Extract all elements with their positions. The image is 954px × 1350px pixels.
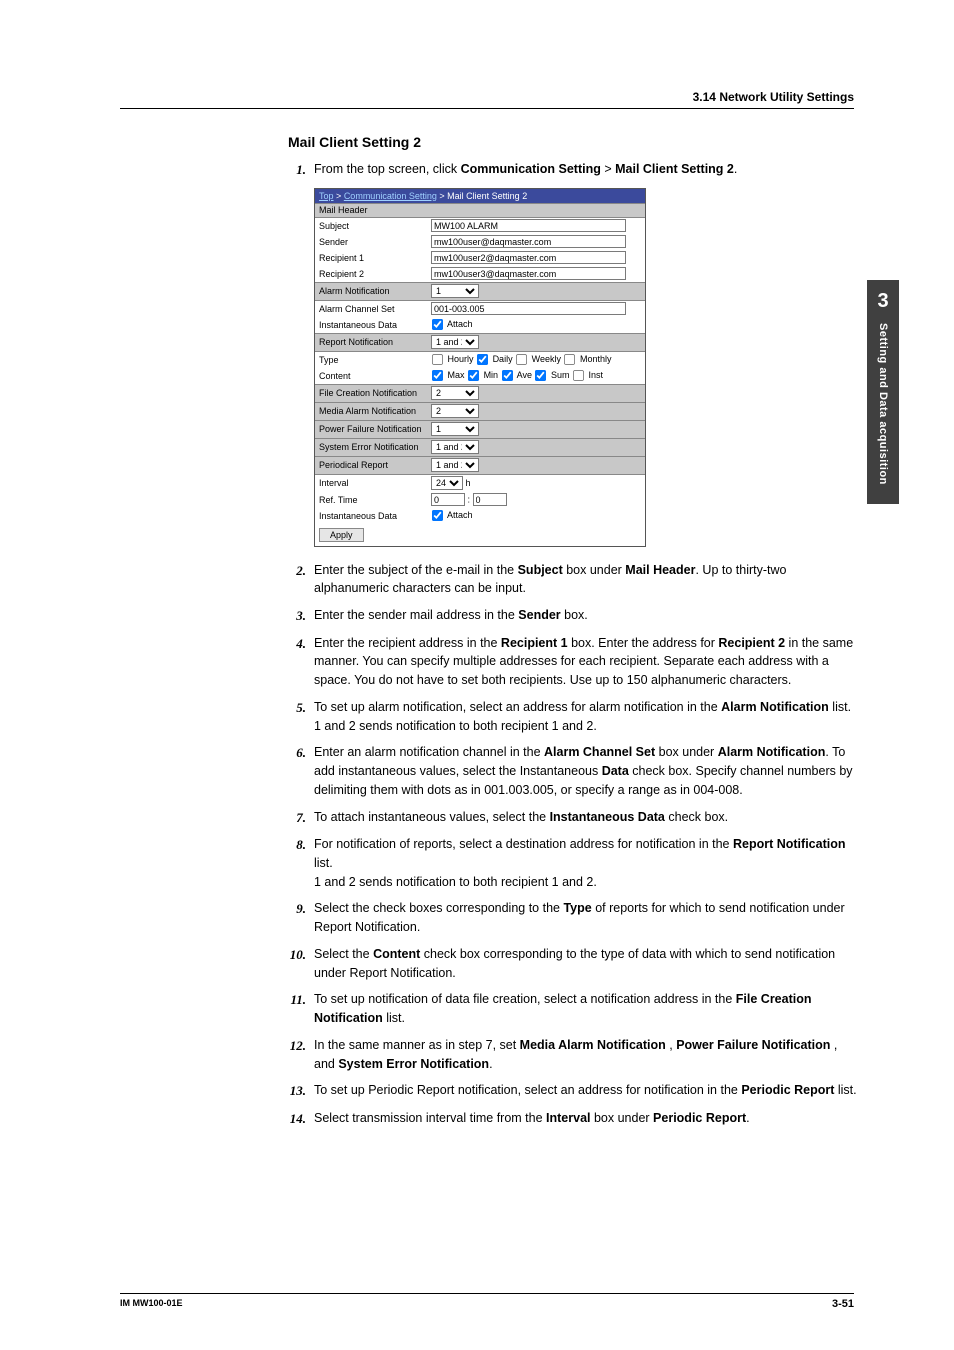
attach-check-2[interactable] bbox=[432, 510, 443, 521]
type-hourly[interactable] bbox=[432, 354, 443, 365]
content-sum[interactable] bbox=[535, 370, 546, 381]
step-text: In the same manner as in step 7, set Med… bbox=[314, 1036, 859, 1074]
step-number: 11. bbox=[288, 990, 314, 1028]
file-creation-select[interactable]: 2 bbox=[431, 386, 479, 400]
reftime-m[interactable] bbox=[473, 493, 507, 506]
step-text: Select the Content check box correspondi… bbox=[314, 945, 859, 983]
header-rule bbox=[120, 108, 854, 109]
chapter-number: 3 bbox=[867, 290, 899, 313]
settings-screenshot: Top > Communication Setting > Mail Clien… bbox=[314, 188, 646, 547]
section-alarm: Alarm Notification bbox=[315, 282, 427, 300]
periodical-select[interactable]: 1 and 2 bbox=[431, 458, 479, 472]
breadcrumb-top[interactable]: Top bbox=[319, 191, 334, 201]
step-text: To set up notification of data file crea… bbox=[314, 990, 859, 1028]
footer-page-num: 3-51 bbox=[832, 1298, 854, 1310]
page-footer: IM MW100-01E 3-51 bbox=[120, 1293, 854, 1310]
power-failure-select[interactable]: 1 bbox=[431, 422, 479, 436]
step-text: To attach instantaneous values, select t… bbox=[314, 808, 859, 828]
step-number: 12. bbox=[288, 1036, 314, 1074]
content-min[interactable] bbox=[468, 370, 479, 381]
breadcrumb-comm[interactable]: Communication Setting bbox=[344, 191, 437, 201]
step-text: Enter the recipient address in the Recip… bbox=[314, 634, 859, 690]
running-header: 3.14 Network Utility Settings bbox=[693, 90, 854, 104]
breadcrumb-current: Mail Client Setting 2 bbox=[447, 191, 527, 201]
reftime-h[interactable] bbox=[431, 493, 465, 506]
step-number: 1. bbox=[288, 160, 314, 180]
step-number: 4. bbox=[288, 634, 314, 690]
label-inst-data-1: Instantaneous Data bbox=[315, 317, 427, 334]
alarm-channel-input[interactable] bbox=[431, 302, 626, 315]
recipient2-input[interactable] bbox=[431, 267, 626, 280]
step-text: To set up alarm notification, select an … bbox=[314, 698, 859, 736]
content-inst[interactable] bbox=[573, 370, 584, 381]
alarm-select[interactable]: 1 bbox=[431, 284, 479, 298]
label-alarm-channel: Alarm Channel Set bbox=[315, 300, 427, 317]
label-interval: Interval bbox=[315, 474, 427, 492]
step-number: 14. bbox=[288, 1109, 314, 1129]
step-text: Select the check boxes corresponding to … bbox=[314, 899, 859, 937]
step-number: 9. bbox=[288, 899, 314, 937]
section-power-failure: Power Failure Notification bbox=[315, 420, 427, 438]
subject-input[interactable] bbox=[431, 219, 626, 232]
step-text: Enter an alarm notification channel in t… bbox=[314, 743, 859, 799]
label-sender: Sender bbox=[315, 234, 427, 250]
step-text: Enter the subject of the e-mail in the S… bbox=[314, 561, 859, 599]
label-type: Type bbox=[315, 351, 427, 368]
section-file-creation: File Creation Notification bbox=[315, 384, 427, 402]
interval-select[interactable]: 24 bbox=[431, 476, 463, 490]
step-number: 2. bbox=[288, 561, 314, 599]
type-daily[interactable] bbox=[477, 354, 488, 365]
content-max[interactable] bbox=[432, 370, 443, 381]
section-periodical: Periodical Report bbox=[315, 456, 427, 474]
step-number: 10. bbox=[288, 945, 314, 983]
step-text: Select transmission interval time from t… bbox=[314, 1109, 859, 1129]
label-inst-data-2: Instantaneous Data bbox=[315, 508, 427, 524]
section-media-alarm: Media Alarm Notification bbox=[315, 402, 427, 420]
attach-check-1[interactable] bbox=[432, 319, 443, 330]
section-system-error: System Error Notification bbox=[315, 438, 427, 456]
breadcrumb: Top > Communication Setting > Mail Clien… bbox=[315, 189, 645, 203]
step-number: 7. bbox=[288, 808, 314, 828]
label-content: Content bbox=[315, 368, 427, 385]
label-subject: Subject bbox=[315, 217, 427, 234]
system-error-select[interactable]: 1 and 2 bbox=[431, 440, 479, 454]
type-monthly[interactable] bbox=[564, 354, 575, 365]
recipient1-input[interactable] bbox=[431, 251, 626, 264]
chapter-tab: 3 Setting and Data acquisition bbox=[867, 280, 899, 504]
step-number: 5. bbox=[288, 698, 314, 736]
chapter-title: Setting and Data acquisition bbox=[877, 323, 889, 485]
step-number: 13. bbox=[288, 1081, 314, 1101]
content-ave[interactable] bbox=[502, 370, 513, 381]
step-text: Enter the sender mail address in the Sen… bbox=[314, 606, 859, 626]
section-mail-header: Mail Header bbox=[315, 203, 645, 217]
page-title: Mail Client Setting 2 bbox=[288, 134, 859, 150]
sender-input[interactable] bbox=[431, 235, 626, 248]
step-number: 3. bbox=[288, 606, 314, 626]
footer-doc-id: IM MW100-01E bbox=[120, 1298, 183, 1310]
step-number: 6. bbox=[288, 743, 314, 799]
media-alarm-select[interactable]: 2 bbox=[431, 404, 479, 418]
type-weekly[interactable] bbox=[516, 354, 527, 365]
section-report: Report Notification bbox=[315, 333, 427, 351]
label-recipient1: Recipient 1 bbox=[315, 250, 427, 266]
step-text: For notification of reports, select a de… bbox=[314, 835, 859, 891]
step-number: 8. bbox=[288, 835, 314, 891]
label-reftime: Ref. Time bbox=[315, 492, 427, 508]
step-text: From the top screen, click Communication… bbox=[314, 160, 859, 180]
label-recipient2: Recipient 2 bbox=[315, 266, 427, 283]
report-select[interactable]: 1 and 2 bbox=[431, 335, 479, 349]
step-text: To set up Periodic Report notification, … bbox=[314, 1081, 859, 1101]
apply-button[interactable]: Apply bbox=[319, 528, 364, 542]
